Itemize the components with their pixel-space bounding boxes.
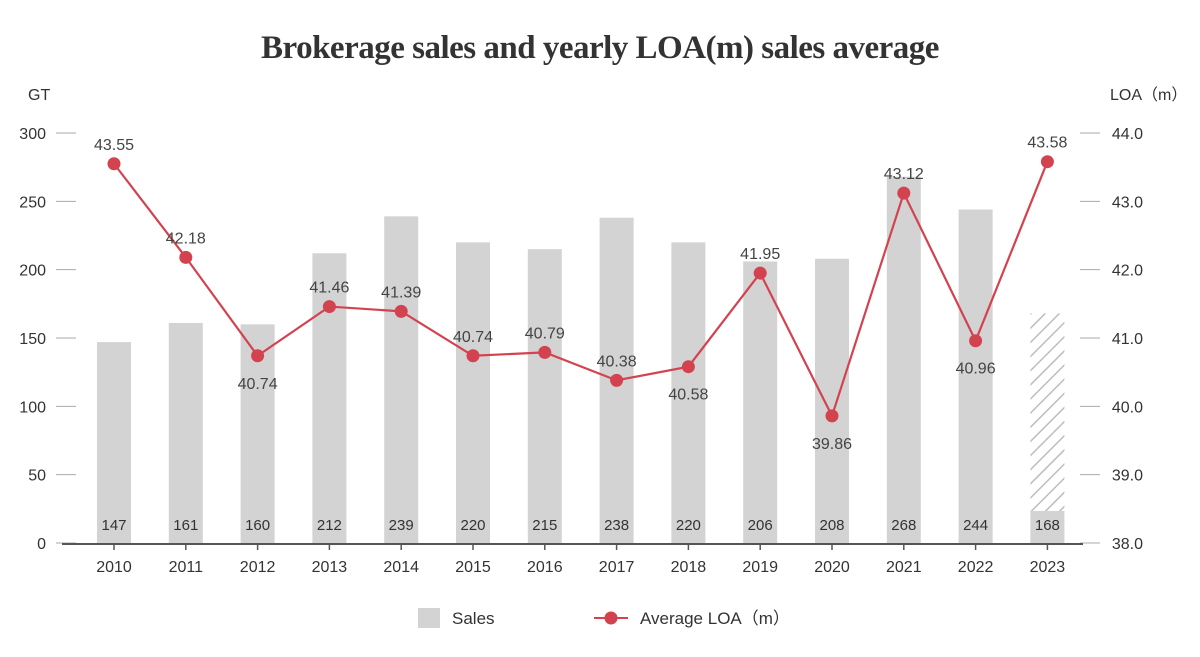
sales-bar-label-2014: 239 [389, 517, 414, 534]
sales-bar-label-2015: 220 [460, 517, 485, 534]
x-tick-label-2018: 2018 [671, 559, 707, 576]
sales-bar-label-2020: 208 [819, 517, 844, 534]
x-tick-label-2011: 2011 [169, 559, 204, 576]
loa-point-label-2021: 43.12 [884, 166, 924, 183]
left-axis: 0 50 100 150 200 250 300 [19, 126, 76, 553]
sales-bar-2016 [527, 249, 562, 543]
right-axis-label: LOA（m） [1110, 86, 1187, 104]
loa-line [113, 161, 1049, 419]
x-axis: 2010 2011 2012 2013 2014 2015 2016 2017 2018 2019… [96, 544, 1065, 576]
x-tick-label-2010: 2010 [96, 559, 132, 576]
loa-point-label-2017: 40.38 [597, 353, 637, 370]
loa-point-label-2022: 40.96 [956, 361, 996, 378]
right-axis: 38.0 39.0 40.0 41.0 42.0 43.0 44.0 [1080, 126, 1143, 553]
sales-bar-2019 [743, 261, 778, 543]
legend-swatch-marker [604, 611, 618, 625]
x-tick-label-2013: 2013 [312, 559, 348, 576]
legend-swatch-sales [418, 608, 440, 628]
loa-point-label-2013: 41.46 [309, 280, 349, 297]
right-tick-label: 38.0 [1112, 536, 1143, 553]
x-tick-label-2012: 2012 [240, 559, 276, 576]
sales-bar-label-2019: 206 [748, 517, 773, 534]
right-tick-label: 40.0 [1112, 399, 1143, 416]
loa-point-2015 [466, 349, 480, 363]
loa-point-2012 [251, 349, 265, 363]
loa-point-label-2020: 39.86 [812, 436, 852, 453]
sales-bar-2015 [456, 242, 490, 544]
loa-point-label-2010: 43.55 [94, 137, 134, 154]
x-tick-label-2023: 2023 [1030, 559, 1066, 576]
x-tick-label-2014: 2014 [383, 559, 419, 576]
loa-point-label-2012: 40.74 [238, 376, 278, 393]
loa-line-series: 43.55 42.18 40.74 41.46 41.39 40.74 40.79 40.38… [94, 135, 1068, 453]
left-tick-label: 0 [37, 536, 46, 553]
loa-point-label-2018: 40.58 [668, 387, 708, 404]
x-tick-label-2021: 2021 [886, 559, 922, 576]
sales-bars: 147 161 160 212 239 220 215 238 220 206 208 268 244 1… [97, 176, 1065, 544]
loa-point-2010 [107, 157, 121, 171]
sales-bar-2011 [168, 322, 203, 543]
sales-bar-label-2022: 244 [963, 517, 988, 534]
loa-point-2014 [394, 304, 408, 318]
left-tick-label: 250 [19, 194, 46, 211]
chart-title: Brokerage sales and yearly LOA(m) sales … [261, 30, 939, 66]
loa-point-label-2016: 40.79 [525, 325, 565, 342]
loa-point-label-2015: 40.74 [453, 329, 493, 346]
sales-bar-2023 [1030, 313, 1065, 543]
loa-point-label-2019: 41.95 [740, 246, 780, 263]
right-tick-label: 41.0 [1112, 331, 1143, 348]
left-tick-label: 200 [19, 263, 46, 280]
right-tick-label: 43.0 [1112, 194, 1143, 211]
legend-label-loa: Average LOA（m） [640, 609, 790, 628]
sales-bar-2013 [312, 253, 347, 543]
left-tick-label: 100 [19, 399, 46, 416]
sales-bar-label-2017: 238 [604, 517, 629, 534]
loa-point-2011 [179, 250, 193, 264]
left-tick-label: 300 [19, 126, 46, 143]
legend-label-sales: Sales [452, 609, 495, 628]
loa-point-2016 [538, 345, 552, 359]
sales-bar-label-2021: 268 [891, 517, 916, 534]
left-axis-label: GT [28, 87, 50, 104]
sales-bar-label-2012: 160 [245, 517, 270, 534]
left-tick-label: 50 [28, 468, 46, 485]
x-tick-label-2015: 2015 [455, 559, 491, 576]
right-tick-label: 39.0 [1112, 468, 1143, 485]
loa-point-2021 [897, 186, 911, 200]
sales-bar-2020 [815, 258, 849, 543]
loa-point-2022 [969, 334, 983, 348]
right-tick-label: 42.0 [1112, 263, 1143, 280]
right-tick-label: 44.0 [1112, 126, 1143, 143]
x-tick-label-2020: 2020 [814, 559, 850, 576]
loa-point-label-2023: 43.58 [1027, 135, 1067, 152]
loa-point-label-2014: 41.39 [381, 284, 421, 301]
x-tick-label-2019: 2019 [742, 559, 778, 576]
loa-point-2020 [825, 409, 839, 423]
loa-point-2018 [681, 360, 695, 374]
loa-point-2013 [322, 300, 336, 314]
x-tick-label-2016: 2016 [527, 559, 563, 576]
loa-point-2017 [610, 373, 624, 387]
sales-bar-2021 [886, 176, 921, 543]
sales-bar-label-2013: 212 [317, 517, 342, 534]
loa-point-2023 [1040, 155, 1054, 169]
x-tick-label-2022: 2022 [958, 559, 994, 576]
loa-point-2019 [753, 266, 767, 280]
sales-bar-label-2010: 147 [101, 517, 126, 534]
left-tick-label: 150 [19, 331, 46, 348]
sales-bar-label-2018: 220 [676, 517, 701, 534]
sales-bar-label-2023: 168 [1035, 517, 1060, 534]
sales-bar-label-2016: 215 [532, 517, 557, 534]
sales-bar-label-box [1030, 511, 1065, 543]
loa-point-label-2011: 42.18 [166, 230, 206, 247]
sales-bar-2010 [97, 342, 131, 543]
sales-bar-2018 [671, 242, 706, 544]
x-tick-label-2017: 2017 [599, 559, 635, 576]
sales-bar-label-2011: 161 [173, 517, 198, 534]
legend: Sales Average LOA（m） [418, 608, 790, 628]
sales-bar-2022 [958, 209, 993, 544]
sales-bar-2014 [384, 216, 419, 543]
